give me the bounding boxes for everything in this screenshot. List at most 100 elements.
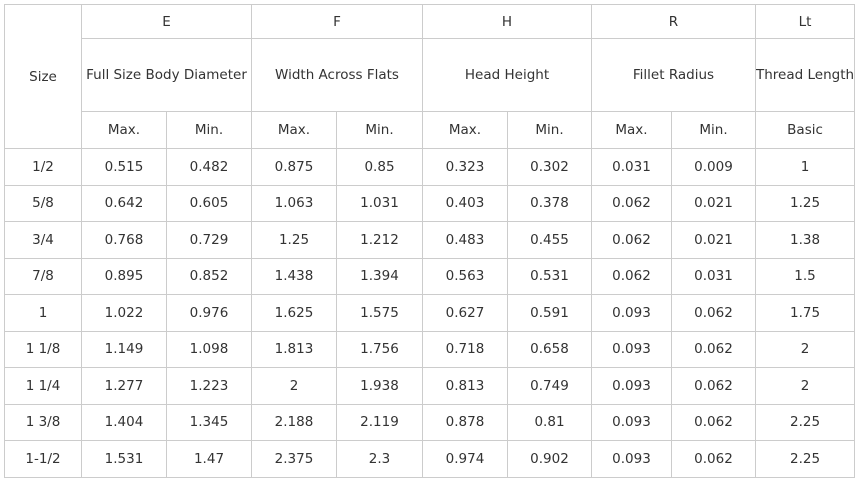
header-limit: Min. <box>166 111 252 149</box>
table-cell: 0.658 <box>507 330 592 368</box>
table-cell: 2 <box>754 330 856 368</box>
header-name-head-height: Head Height <box>422 38 592 112</box>
header-code-f: F <box>251 4 423 39</box>
size-cell: 1/2 <box>4 148 82 186</box>
table-cell: 2.25 <box>754 403 856 441</box>
size-cell: 1 1/4 <box>4 367 82 405</box>
table-row: 1/2 0.515 0.482 0.875 0.85 0.323 0.302 0.031 0.0… <box>4 148 856 186</box>
table-cell: 2 <box>754 367 856 405</box>
table-cell: 0.062 <box>671 367 756 405</box>
table-cell: 0.81 <box>507 403 592 441</box>
size-cell: 1 1/8 <box>4 330 82 368</box>
table-cell: 0.093 <box>591 294 672 332</box>
table-row: 3/4 0.768 0.729 1.25 1.212 0.483 0.455 0.062 0.0… <box>4 221 856 259</box>
table-cell: 2.375 <box>251 440 337 478</box>
table-cell: 1.25 <box>251 221 337 259</box>
table-cell: 0.605 <box>166 184 252 222</box>
bolt-dimensions-table: Size E F H R Lt Full Size Body Diameter … <box>4 4 856 478</box>
size-cell: 7/8 <box>4 257 82 295</box>
table-cell: 1.47 <box>166 440 252 478</box>
table-cell: 1.38 <box>754 221 856 259</box>
table-cell: 1.394 <box>336 257 423 295</box>
table-cell: 0.729 <box>166 221 252 259</box>
table-cell: 0.031 <box>591 148 672 186</box>
table-cell: 0.902 <box>507 440 592 478</box>
table-row: 5/8 0.642 0.605 1.063 1.031 0.403 0.378 0.062 0.… <box>4 184 856 222</box>
table-cell: 0.062 <box>591 184 672 222</box>
table-cell: 0.627 <box>422 294 508 332</box>
table-cell: 2.3 <box>336 440 423 478</box>
header-code-r: R <box>591 4 756 39</box>
table-cell: 0.302 <box>507 148 592 186</box>
table-cell: 0.093 <box>591 330 672 368</box>
header-limit: Max. <box>591 111 672 149</box>
table-cell: 0.813 <box>422 367 508 405</box>
table-cell: 1.438 <box>251 257 337 295</box>
header-code-h: H <box>422 4 592 39</box>
table-cell: 0.093 <box>591 367 672 405</box>
table-cell: 0.483 <box>422 221 508 259</box>
table-cell: 0.482 <box>166 148 252 186</box>
table-cell: 1.5 <box>754 257 856 295</box>
table-cell: 0.515 <box>81 148 167 186</box>
table-cell: 0.009 <box>671 148 756 186</box>
table-cell: 0.323 <box>422 148 508 186</box>
header-limit: Min. <box>671 111 756 149</box>
table-cell: 0.031 <box>671 257 756 295</box>
table-cell: 0.768 <box>81 221 167 259</box>
table-cell: 0.378 <box>507 184 592 222</box>
header-name-body-diameter: Full Size Body Diameter <box>81 38 252 112</box>
table-cell: 1.277 <box>81 367 167 405</box>
size-cell: 1-1/2 <box>4 440 82 478</box>
size-cell: 3/4 <box>4 221 82 259</box>
table-cell: 1.625 <box>251 294 337 332</box>
table-row: 1 3/8 1.404 1.345 2.188 2.119 0.878 0.81 0.093 0… <box>4 403 856 441</box>
table-cell: 0.062 <box>671 294 756 332</box>
table-cell: 0.403 <box>422 184 508 222</box>
table-cell: 0.976 <box>166 294 252 332</box>
table-row: 1-1/2 1.531 1.47 2.375 2.3 0.974 0.902 0.093 0.0… <box>4 440 856 478</box>
header-limit: Max. <box>422 111 508 149</box>
table-cell: 0.878 <box>422 403 508 441</box>
header-limit: Min. <box>507 111 592 149</box>
table-cell: 0.718 <box>422 330 508 368</box>
table-cell: 0.021 <box>671 184 756 222</box>
table-cell: 0.974 <box>422 440 508 478</box>
table-cell: 0.85 <box>336 148 423 186</box>
table-cell: 1.75 <box>754 294 856 332</box>
header-limit: Max. <box>251 111 337 149</box>
header-code-e: E <box>81 4 252 39</box>
table-cell: 1.813 <box>251 330 337 368</box>
table-cell: 2.188 <box>251 403 337 441</box>
table-cell: 1.031 <box>336 184 423 222</box>
table-cell: 1.345 <box>166 403 252 441</box>
table-cell: 1.149 <box>81 330 167 368</box>
table-cell: 0.455 <box>507 221 592 259</box>
table-cell: 1.022 <box>81 294 167 332</box>
table-cell: 1.063 <box>251 184 337 222</box>
table-cell: 0.093 <box>591 440 672 478</box>
table-cell: 0.591 <box>507 294 592 332</box>
table-cell: 2.119 <box>336 403 423 441</box>
table-cell: 0.062 <box>671 403 756 441</box>
table-cell: 0.062 <box>591 257 672 295</box>
header-name-thread-length: Thread Length <box>754 38 856 112</box>
table-cell: 1.223 <box>166 367 252 405</box>
table-cell: 1.25 <box>754 184 856 222</box>
table-cell: 0.642 <box>81 184 167 222</box>
table-cell: 1.212 <box>336 221 423 259</box>
table-cell: 0.021 <box>671 221 756 259</box>
header-name-fillet-radius: Fillet Radius <box>591 38 756 112</box>
header-limit: Min. <box>336 111 423 149</box>
table-cell: 2.25 <box>754 440 856 478</box>
table-cell: 1.938 <box>336 367 423 405</box>
table-cell: 0.749 <box>507 367 592 405</box>
size-cell: 5/8 <box>4 184 82 222</box>
header-limit: Basic <box>754 111 856 149</box>
table-cell: 0.062 <box>671 440 756 478</box>
table-cell: 1.575 <box>336 294 423 332</box>
size-cell: 1 <box>4 294 82 332</box>
table-cell: 1.404 <box>81 403 167 441</box>
table-cell: 1 <box>754 148 856 186</box>
table-cell: 0.062 <box>671 330 756 368</box>
